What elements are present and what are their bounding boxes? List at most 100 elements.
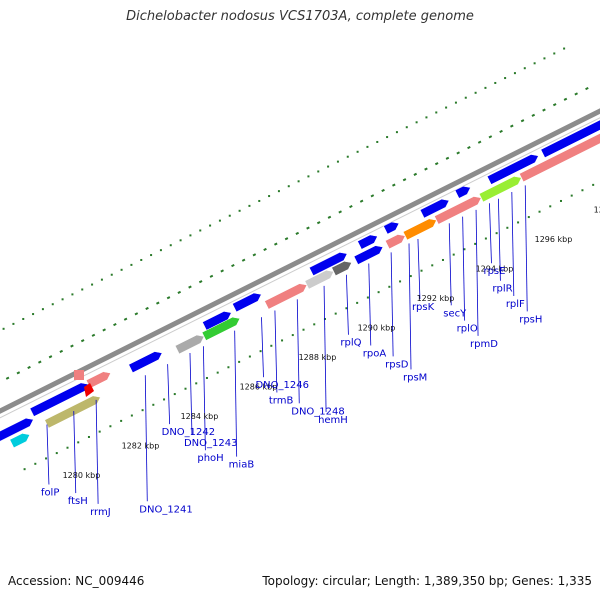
- tick-dot: [238, 209, 241, 212]
- gene-label-rplq[interactable]: rplQ: [340, 338, 361, 349]
- tick-dot: [228, 214, 231, 217]
- tick-dash: [16, 371, 21, 375]
- tick-dash: [574, 92, 578, 96]
- label-leader-lines: [46, 185, 528, 504]
- gene-label-dno_1248[interactable]: DNO_1248: [291, 406, 345, 417]
- tick-dot: [258, 199, 261, 202]
- tick-dot: [150, 254, 153, 257]
- tick-dash: [145, 306, 149, 311]
- leader-line: [417, 238, 421, 299]
- scale-label: 1286 kbp: [240, 383, 278, 392]
- gene-label-dno_1242[interactable]: DNO_1242: [162, 427, 216, 438]
- gene-label-rpse[interactable]: rpsE: [483, 266, 505, 277]
- tick-dot: [120, 419, 123, 422]
- tick-dot: [51, 303, 54, 306]
- gene-label-dno_1243[interactable]: DNO_1243: [184, 438, 238, 449]
- tick-dot: [581, 189, 584, 192]
- gene-label-rpmd[interactable]: rpmD: [470, 339, 498, 350]
- tick-dot: [445, 106, 448, 109]
- tick-dot: [218, 219, 221, 222]
- tick-dash: [48, 355, 53, 359]
- gene-label-phoh[interactable]: phoH: [197, 453, 223, 464]
- gene-feature: [454, 185, 471, 199]
- tick-dash: [5, 376, 10, 380]
- scale-label: 1282 kbp: [122, 442, 160, 451]
- tick-dot: [559, 199, 562, 202]
- tick-dash: [113, 323, 117, 327]
- tick-dash: [413, 172, 418, 176]
- tick-dash: [241, 258, 246, 262]
- gene-label-rpoa[interactable]: rpoA: [363, 349, 387, 360]
- tick-dot: [270, 344, 273, 347]
- gene-label-ftsh[interactable]: ftsH: [68, 496, 88, 507]
- tick-marks: [2, 47, 595, 471]
- scale-label: 1284 kbp: [181, 412, 219, 421]
- tick-dot: [334, 312, 337, 315]
- tick-dot: [281, 339, 284, 342]
- tick-dash: [370, 194, 375, 198]
- gene-label-rpsk[interactable]: rpsK: [412, 302, 435, 313]
- tick-dot: [179, 239, 182, 242]
- gene-label-trmb[interactable]: trmB: [269, 395, 294, 406]
- tick-dot: [506, 226, 509, 229]
- tick-dash: [284, 237, 289, 241]
- gene-feature: [0, 417, 34, 442]
- tick-dot: [71, 293, 74, 296]
- tick-dot: [377, 291, 380, 294]
- scale-label: 1298 kbp: [594, 206, 600, 215]
- tick-dot: [268, 195, 271, 198]
- tick-dot: [100, 278, 103, 281]
- tick-dot: [41, 308, 44, 311]
- tick-dash: [488, 135, 493, 139]
- tick-dot: [55, 452, 58, 455]
- gene-feature: [202, 311, 232, 331]
- tick-dot: [45, 457, 48, 460]
- tick-dash: [510, 124, 514, 128]
- leader-line: [202, 346, 206, 451]
- gene-label-hemh[interactable]: hemH: [318, 415, 348, 426]
- gene-label-rplr[interactable]: rplR: [492, 284, 512, 295]
- tick-dash: [520, 119, 525, 123]
- gene-label-dno_1241[interactable]: DNO_1241: [139, 504, 193, 515]
- gene-label-rplf[interactable]: rplF: [506, 299, 525, 310]
- tick-dash: [123, 317, 128, 321]
- gene-feature: [44, 395, 101, 429]
- scale-label: 1294 kbp: [476, 265, 514, 274]
- gene-label-rpsh[interactable]: rpsH: [519, 314, 542, 325]
- tick-dot: [386, 136, 389, 139]
- leader-line: [346, 274, 349, 335]
- tick-dot: [12, 322, 15, 325]
- leader-line: [462, 216, 466, 321]
- gene-feature: [402, 218, 437, 241]
- tick-dash: [316, 221, 321, 225]
- gene-label-rrmj[interactable]: rrmJ: [90, 507, 111, 518]
- tick-dot: [366, 145, 369, 148]
- leader-line: [390, 252, 394, 357]
- tick-dash: [295, 231, 300, 235]
- tick-dot: [238, 360, 241, 363]
- tick-dot: [77, 441, 80, 444]
- tick-dot: [302, 328, 305, 331]
- tick-dot: [409, 275, 412, 278]
- tick-dot: [399, 280, 402, 283]
- tick-dot: [366, 296, 369, 299]
- tick-dot: [140, 258, 143, 261]
- tick-dot: [346, 155, 349, 158]
- tick-dot: [553, 52, 556, 55]
- tick-dot: [317, 170, 320, 173]
- gene-feature: [331, 261, 352, 276]
- gene-label-rpsm[interactable]: rpsM: [403, 372, 427, 383]
- gene-feature: [384, 234, 406, 250]
- tick-dot: [441, 258, 444, 261]
- tick-dot: [98, 430, 101, 433]
- tick-dot: [327, 165, 330, 168]
- gene-label-miab[interactable]: miaB: [229, 460, 255, 471]
- gene-label-rplo[interactable]: rplO: [457, 324, 478, 335]
- gene-label-folp[interactable]: folP: [41, 487, 59, 498]
- gene-label-rpsd[interactable]: rpsD: [385, 359, 409, 370]
- tick-dot: [109, 425, 112, 428]
- tick-dash: [80, 339, 85, 343]
- gene-label-secy[interactable]: secY: [443, 308, 467, 319]
- gene-label-dno_1246[interactable]: DNO_1246: [255, 380, 309, 391]
- tick-dot: [120, 268, 123, 271]
